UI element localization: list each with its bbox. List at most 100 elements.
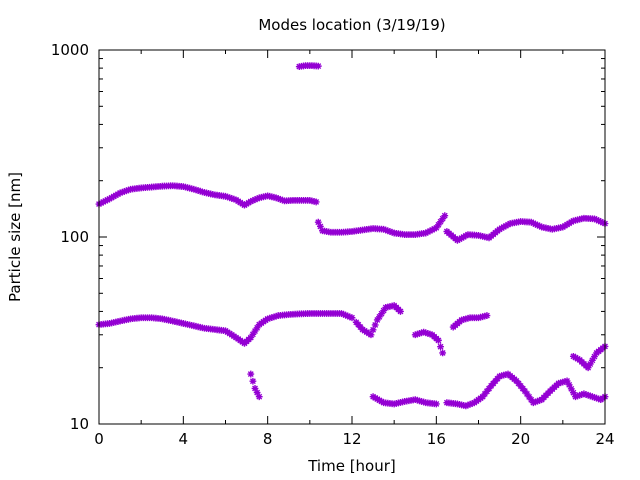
data-point <box>432 224 440 232</box>
data-point <box>247 334 255 341</box>
data-point <box>222 192 229 200</box>
y-axis-label: Particle size [nm] <box>6 172 24 302</box>
data-point <box>346 313 354 321</box>
x-tick-label: 16 <box>427 430 446 448</box>
data-point <box>529 399 537 407</box>
data-point <box>580 390 588 398</box>
data-point <box>578 391 586 398</box>
data-point <box>369 326 377 334</box>
data-point <box>586 360 594 368</box>
data-point <box>439 349 447 357</box>
x-tick-label: 20 <box>511 430 530 448</box>
y-tick-label: 10 <box>70 415 89 433</box>
data-point <box>464 401 472 409</box>
data-point <box>373 316 381 324</box>
data-point <box>466 400 474 408</box>
data-point <box>101 197 109 205</box>
data-point <box>314 62 322 70</box>
data-point <box>462 402 470 410</box>
data-point <box>521 387 529 395</box>
data-point <box>253 324 261 332</box>
data-point <box>529 219 537 227</box>
data-point <box>527 396 535 404</box>
data-point <box>380 307 388 314</box>
data-point <box>523 390 531 398</box>
data-point <box>384 227 392 235</box>
data-point <box>426 227 434 235</box>
data-point <box>118 188 126 196</box>
data-point <box>525 393 533 401</box>
data-point <box>536 396 544 404</box>
data-point <box>567 385 575 393</box>
data-point <box>534 221 541 229</box>
data-point <box>595 217 603 225</box>
data-point <box>251 196 259 204</box>
data-point <box>276 195 284 203</box>
data-point <box>125 186 132 194</box>
y-tick-label: 100 <box>60 228 89 246</box>
data-point <box>588 393 596 401</box>
data-point <box>435 221 442 229</box>
data-point <box>569 389 577 397</box>
data-point <box>597 218 605 226</box>
data-point <box>422 229 430 237</box>
data-point <box>97 199 105 207</box>
data-point <box>255 393 263 401</box>
data-point <box>595 395 603 403</box>
data-point <box>120 188 128 195</box>
data-point <box>439 215 447 223</box>
data-point <box>534 397 541 405</box>
data-point <box>344 312 352 320</box>
data-point <box>441 212 449 220</box>
data-point <box>483 312 491 319</box>
x-tick-label: 8 <box>263 430 273 448</box>
data-point <box>378 310 385 318</box>
plot-frame <box>98 49 606 425</box>
data-point <box>279 196 286 204</box>
data-point <box>342 311 350 319</box>
data-point <box>116 189 124 197</box>
data-point <box>316 223 324 230</box>
data-point <box>599 219 607 227</box>
x-tick-label: 24 <box>595 430 614 448</box>
data-point <box>382 226 390 234</box>
data-point <box>593 216 600 224</box>
plot-area <box>95 62 609 410</box>
data-point <box>312 198 320 206</box>
data-point <box>388 228 396 236</box>
data-point <box>104 196 111 204</box>
data-point <box>432 400 440 408</box>
data-point <box>572 393 579 401</box>
data-point <box>468 400 476 407</box>
data-point <box>588 356 596 364</box>
data-point <box>437 343 444 351</box>
data-point <box>123 187 130 195</box>
data-point <box>532 220 539 228</box>
data-point <box>274 195 282 202</box>
data-point <box>99 198 107 206</box>
data-point <box>348 314 356 322</box>
data-point <box>247 198 255 205</box>
data-point <box>314 218 322 226</box>
data-point <box>247 370 255 378</box>
data-point <box>397 308 404 315</box>
x-axis-label: Time [hour] <box>307 457 396 475</box>
data-point <box>251 385 259 392</box>
x-tick-label: 4 <box>179 430 189 448</box>
data-point <box>340 310 347 318</box>
data-point <box>251 327 259 335</box>
data-point <box>253 195 261 203</box>
data-point <box>591 215 598 223</box>
data-point <box>574 392 581 400</box>
data-point <box>249 377 257 385</box>
data-point <box>338 310 345 317</box>
x-tick-label: 0 <box>94 430 104 448</box>
data-point <box>249 197 257 204</box>
data-point <box>424 228 432 236</box>
data-point <box>527 218 535 226</box>
data-point <box>376 313 383 321</box>
chart-title: Modes location (3/19/19) <box>258 16 445 34</box>
y-tick-label: 1000 <box>51 41 89 59</box>
data-point <box>380 225 388 233</box>
data-point <box>435 336 442 344</box>
